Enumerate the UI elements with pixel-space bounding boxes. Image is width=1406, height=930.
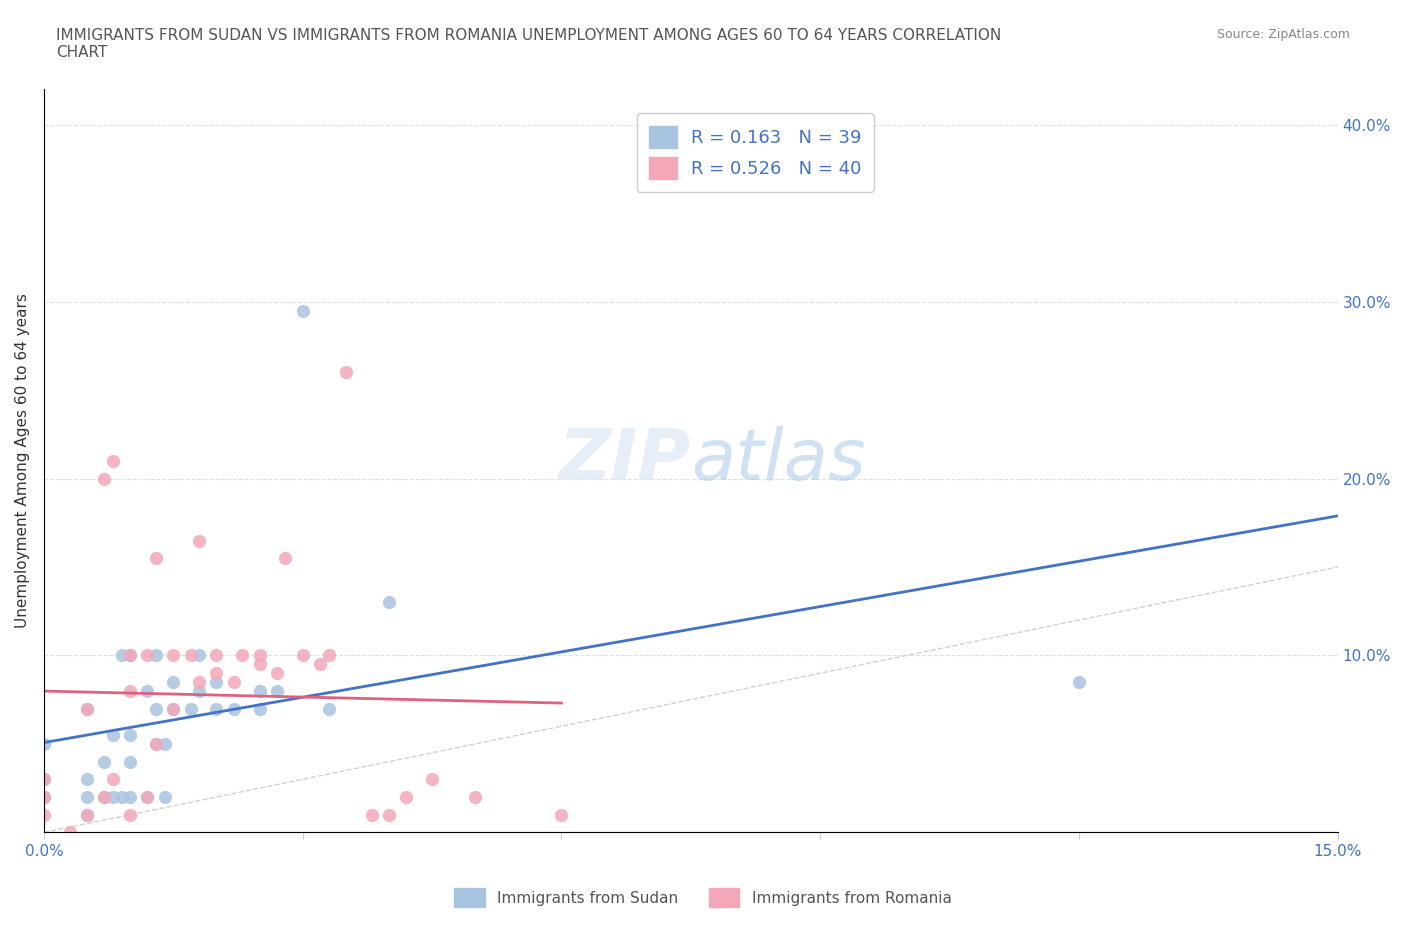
- Legend: R = 0.163   N = 39, R = 0.526   N = 40: R = 0.163 N = 39, R = 0.526 N = 40: [637, 113, 875, 192]
- Point: [93, 754, 115, 769]
- Point: [188, 674, 211, 689]
- Point: [120, 648, 142, 663]
- Point: [93, 790, 115, 804]
- Point: [162, 674, 184, 689]
- Point: [335, 365, 357, 379]
- Point: [32, 772, 55, 787]
- Point: [188, 533, 211, 548]
- Point: [231, 648, 253, 663]
- Point: [188, 684, 211, 698]
- Point: [464, 790, 486, 804]
- Text: atlas: atlas: [690, 426, 865, 496]
- Point: [145, 737, 167, 751]
- Point: [110, 648, 132, 663]
- Point: [136, 684, 159, 698]
- Text: Source: ZipAtlas.com: Source: ZipAtlas.com: [1216, 28, 1350, 41]
- Point: [420, 772, 443, 787]
- Point: [274, 551, 297, 565]
- Point: [249, 648, 271, 663]
- Point: [32, 737, 55, 751]
- Point: [205, 674, 228, 689]
- Point: [378, 595, 401, 610]
- Point: [180, 648, 202, 663]
- Point: [395, 790, 418, 804]
- Text: ZIP: ZIP: [558, 426, 690, 496]
- Point: [120, 790, 142, 804]
- Point: [120, 754, 142, 769]
- Point: [378, 807, 401, 822]
- Point: [32, 790, 55, 804]
- Point: [136, 790, 159, 804]
- Point: [76, 807, 98, 822]
- Point: [205, 701, 228, 716]
- Point: [249, 701, 271, 716]
- Point: [188, 648, 211, 663]
- Point: [136, 790, 159, 804]
- Point: [266, 666, 288, 681]
- Point: [120, 807, 142, 822]
- Point: [153, 790, 176, 804]
- Point: [145, 648, 167, 663]
- Point: [32, 790, 55, 804]
- Point: [76, 701, 98, 716]
- Point: [318, 701, 340, 716]
- Point: [249, 684, 271, 698]
- Point: [1067, 674, 1090, 689]
- Point: [101, 727, 124, 742]
- Point: [93, 472, 115, 486]
- Point: [93, 790, 115, 804]
- Text: IMMIGRANTS FROM SUDAN VS IMMIGRANTS FROM ROMANIA UNEMPLOYMENT AMONG AGES 60 TO 6: IMMIGRANTS FROM SUDAN VS IMMIGRANTS FROM…: [56, 28, 1001, 60]
- Point: [101, 772, 124, 787]
- Point: [291, 648, 314, 663]
- Point: [360, 807, 382, 822]
- Point: [550, 807, 572, 822]
- Point: [291, 303, 314, 318]
- Point: [162, 701, 184, 716]
- Point: [120, 727, 142, 742]
- Point: [205, 648, 228, 663]
- Point: [145, 701, 167, 716]
- Point: [145, 737, 167, 751]
- Point: [205, 666, 228, 681]
- Point: [120, 648, 142, 663]
- Y-axis label: Unemployment Among Ages 60 to 64 years: Unemployment Among Ages 60 to 64 years: [15, 294, 30, 629]
- Point: [76, 807, 98, 822]
- Legend: Immigrants from Sudan, Immigrants from Romania: Immigrants from Sudan, Immigrants from R…: [449, 883, 957, 913]
- Point: [249, 657, 271, 671]
- Point: [145, 551, 167, 565]
- Point: [76, 790, 98, 804]
- Point: [222, 701, 245, 716]
- Point: [101, 454, 124, 469]
- Point: [318, 648, 340, 663]
- Point: [101, 790, 124, 804]
- Point: [266, 684, 288, 698]
- Point: [110, 790, 132, 804]
- Point: [162, 648, 184, 663]
- Point: [180, 701, 202, 716]
- Point: [59, 825, 82, 840]
- Point: [136, 648, 159, 663]
- Point: [162, 701, 184, 716]
- Point: [120, 684, 142, 698]
- Point: [32, 807, 55, 822]
- Point: [32, 772, 55, 787]
- Point: [153, 737, 176, 751]
- Point: [76, 701, 98, 716]
- Point: [309, 657, 332, 671]
- Point: [76, 772, 98, 787]
- Point: [222, 674, 245, 689]
